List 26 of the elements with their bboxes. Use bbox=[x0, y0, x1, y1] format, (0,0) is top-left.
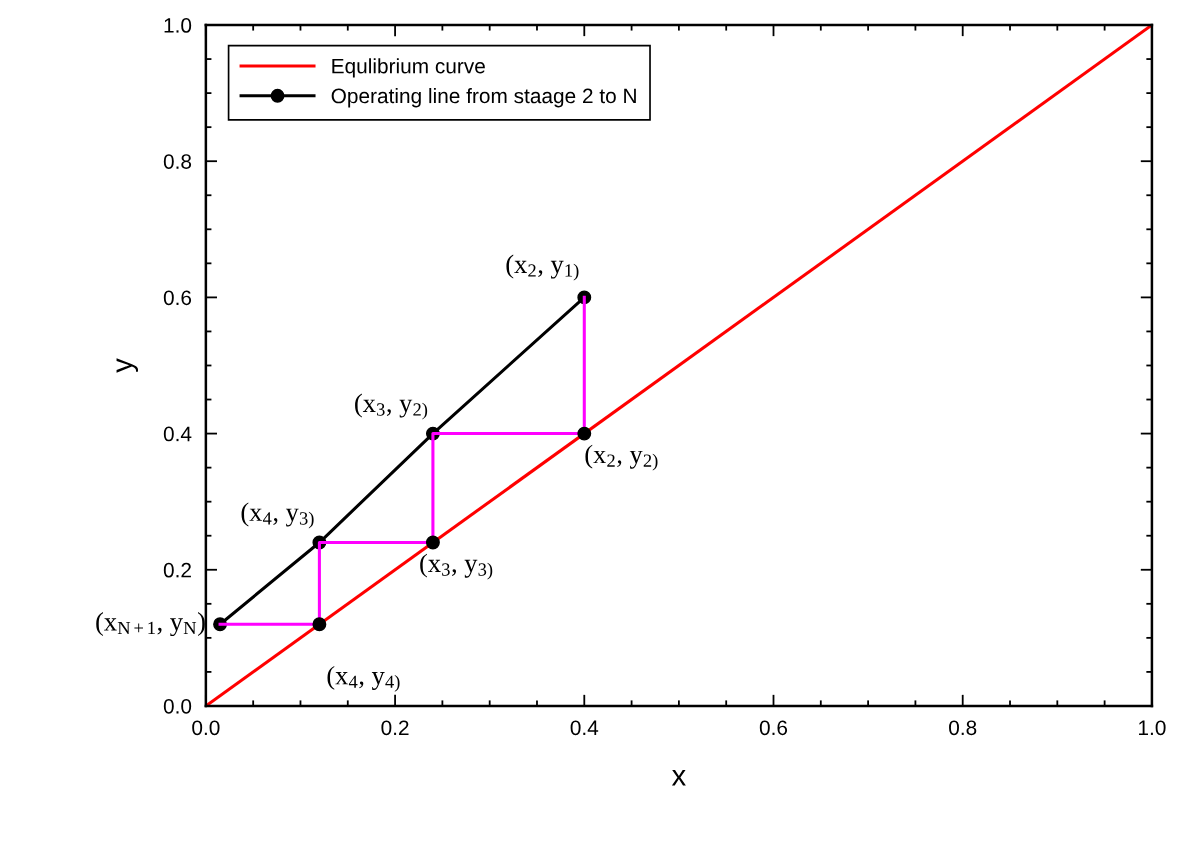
y-tick-label: 0.6 bbox=[163, 290, 192, 306]
y-axis-title: y bbox=[116, 358, 139, 373]
x-axis-title: x bbox=[671, 770, 686, 786]
x-tick-label: 0.6 bbox=[759, 720, 788, 736]
x-tick-label: 0.8 bbox=[949, 720, 977, 736]
x-tick-label: 0.2 bbox=[381, 720, 409, 736]
annotation: (x$_{N+1}$, y$_{N}$) bbox=[96, 612, 205, 637]
point bbox=[425, 535, 440, 550]
annotation: (x$_{2}$, y$_{1)}$ bbox=[506, 254, 579, 281]
y-tick-label: 0.4 bbox=[163, 426, 192, 442]
point bbox=[312, 617, 327, 632]
annotation: (x$_{4}$, y$_{3)}$ bbox=[241, 502, 314, 529]
annotation: (x$_{3}$, y$_{2)}$ bbox=[355, 393, 428, 420]
annotation: (x$_{4}$, y$_{4)}$ bbox=[327, 665, 400, 692]
y-tick-label: 1.0 bbox=[164, 18, 192, 33]
legend-label: Equlibrium curve bbox=[332, 58, 485, 78]
annotation: (x$_{3}$, y$_{3)}$ bbox=[420, 553, 493, 580]
legend-label: Operating line from staage 2 to N bbox=[331, 87, 636, 108]
y-tick-label: 0.0 bbox=[163, 698, 192, 714]
annotation: (x$_{2}$, y$_{2)}$ bbox=[585, 444, 658, 471]
x-tick-label: 0.4 bbox=[570, 720, 599, 736]
point bbox=[577, 426, 592, 441]
y-tick-label: 0.8 bbox=[163, 154, 192, 169]
y-tick-label: 0.2 bbox=[163, 562, 191, 578]
x-tick-label: 1.0 bbox=[1139, 720, 1166, 736]
x-tick-label: 0.0 bbox=[192, 720, 220, 736]
